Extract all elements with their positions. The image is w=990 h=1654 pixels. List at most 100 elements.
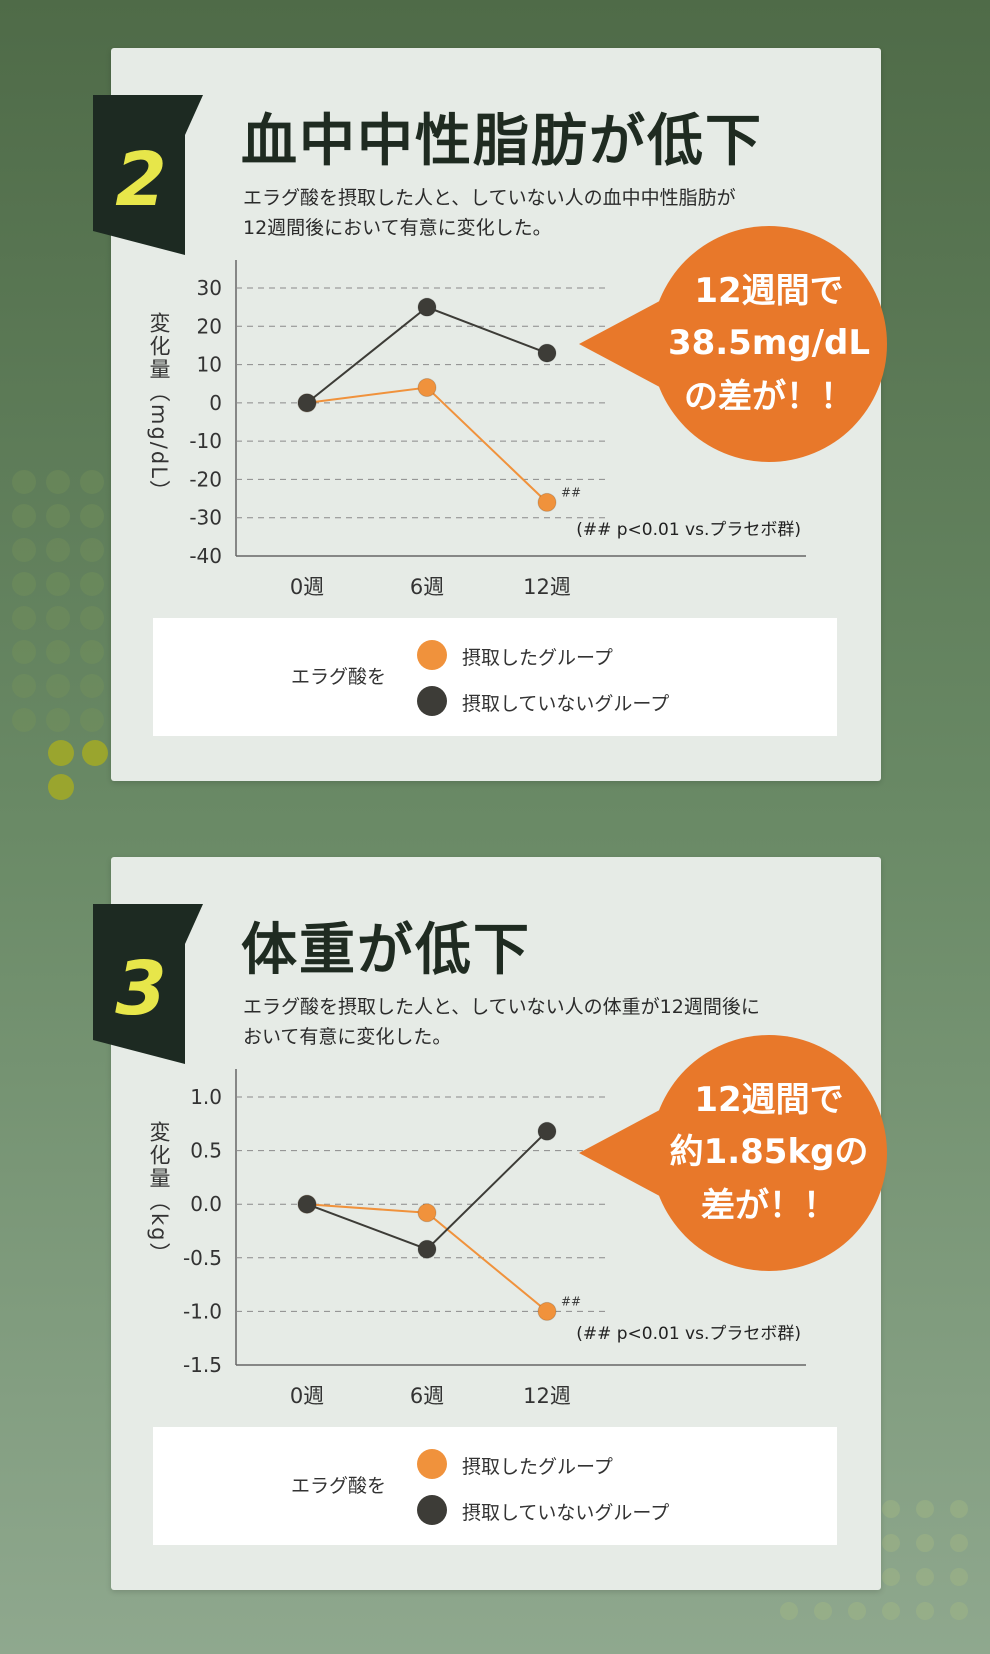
y-tick-label: -10	[189, 429, 222, 453]
description-line-1: エラグ酸を摂取した人と、していない人の血中中性脂肪が	[243, 187, 736, 209]
callout-line-1: 12週間で	[694, 1080, 843, 1120]
decorative-dot	[12, 538, 36, 562]
chart-legend: エラグ酸を 摂取したグループ 摂取していないグループ	[153, 618, 837, 736]
x-tick-label: 6週	[410, 575, 444, 599]
decorative-dot	[882, 1602, 900, 1620]
y-tick-label: -1.5	[183, 1353, 222, 1377]
data-point	[297, 1194, 317, 1214]
decorative-dot	[80, 504, 104, 528]
decorative-dot	[46, 470, 70, 494]
legend-label-taken: 摂取したグループ	[462, 1456, 613, 1478]
decorative-dot	[882, 1534, 900, 1552]
significance-marker: ##	[561, 1294, 581, 1308]
y-tick-label: -20	[189, 467, 222, 491]
series-line	[306, 386, 548, 504]
line-chart: 1.0 0.5 0.0 -0.5 -1.0 -1.5 0週 6週 12週 変化量（kg） ## (##…	[147, 1069, 806, 1408]
decorative-dot	[46, 504, 70, 528]
decorative-dot	[80, 674, 104, 698]
line-chart: 30 20 10 0 -10 -20 -30 -40 0週 6週 12週 変化量（mg/dL） ## (#…	[147, 260, 806, 599]
y-tick-label: -1.0	[183, 1299, 222, 1323]
section-description: エラグ酸を摂取した人と、していない人の体重が12週間後に おいて有意に変化した。	[243, 992, 843, 1052]
y-tick-label: 20	[197, 314, 222, 338]
decorative-dot	[80, 538, 104, 562]
dark-dot-icon	[417, 686, 447, 716]
callout-line-1: 12週間で	[694, 271, 843, 311]
callout-line-3: の差が！！	[684, 377, 854, 417]
triglyceride-card: 2 血中中性脂肪が低下 エラグ酸を摂取した人と、していない人の血中中性脂肪が 1…	[93, 48, 887, 781]
decorative-dot	[80, 572, 104, 596]
decorative-dot	[80, 708, 104, 732]
difference-callout: 12週間で 約1.85kgの 差が！！	[579, 1035, 887, 1271]
section-title: 血中中性脂肪が低下	[241, 109, 763, 174]
x-tick-label: 0週	[290, 1384, 324, 1408]
orange-dot-icon	[417, 1449, 447, 1479]
y-tick-label: -40	[189, 544, 222, 568]
callout-line-2: 約1.85kgの	[670, 1132, 869, 1172]
x-tick-label: 0週	[290, 575, 324, 599]
callout-line-2: 38.5mg/dL	[668, 323, 870, 363]
decorative-dot	[12, 640, 36, 664]
decorative-dot	[916, 1500, 934, 1518]
description-line-2: 12週間後において有意に変化した。	[243, 217, 552, 239]
decorative-dot	[882, 1500, 900, 1518]
section-description: エラグ酸を摂取した人と、していない人の血中中性脂肪が 12週間後において有意に変…	[243, 183, 843, 243]
legend-prefix: エラグ酸を	[291, 666, 387, 688]
data-point	[417, 1239, 437, 1259]
decorative-dot	[780, 1602, 798, 1620]
decorative-dot	[12, 470, 36, 494]
decorative-dot	[46, 606, 70, 630]
y-tick-label: 0.5	[190, 1139, 222, 1163]
decorative-dot	[46, 572, 70, 596]
decorative-dot	[12, 572, 36, 596]
data-point	[537, 1301, 557, 1321]
decorative-dot	[848, 1602, 866, 1620]
significance-note: (## p<0.01 vs.プラセボ群)	[576, 520, 801, 540]
significance-marker: ##	[561, 485, 581, 499]
chart-legend: エラグ酸を 摂取したグループ 摂取していないグループ	[153, 1427, 837, 1545]
y-axis-label: 変化量（kg）	[147, 1121, 171, 1266]
section-number-tag: 3	[93, 904, 203, 1064]
data-point	[417, 297, 437, 317]
data-point	[537, 343, 557, 363]
y-tick-label: 1.0	[190, 1085, 222, 1109]
orange-dot-icon	[417, 640, 447, 670]
decorative-dot	[950, 1534, 968, 1552]
y-tick-label: 0.0	[190, 1192, 222, 1216]
decorative-dot	[814, 1602, 832, 1620]
x-tick-label: 12週	[523, 1384, 571, 1408]
decorative-dot	[46, 538, 70, 562]
x-tick-label: 6週	[410, 1384, 444, 1408]
x-tick-label: 12週	[523, 575, 571, 599]
y-tick-label: -30	[189, 506, 222, 530]
section-number: 2	[115, 137, 167, 223]
decorative-dot	[48, 774, 74, 800]
legend-label-taken: 摂取したグループ	[462, 647, 613, 669]
decorative-dot	[950, 1568, 968, 1586]
data-point	[537, 1121, 557, 1141]
decorative-dot	[12, 674, 36, 698]
data-point	[417, 378, 437, 398]
decorative-dot	[950, 1500, 968, 1518]
series-line	[306, 1130, 548, 1251]
decorative-dot	[12, 708, 36, 732]
section-number-tag: 2	[93, 95, 203, 255]
decorative-dot	[916, 1602, 934, 1620]
y-tick-label: 10	[197, 353, 222, 377]
decorative-dot	[916, 1568, 934, 1586]
decorative-dot	[950, 1602, 968, 1620]
dark-dot-icon	[417, 1495, 447, 1525]
difference-callout: 12週間で 38.5mg/dL の差が！！	[579, 226, 887, 462]
callout-line-3: 差が！！	[701, 1186, 837, 1226]
decorative-dot	[12, 504, 36, 528]
decorative-dot	[82, 740, 108, 766]
decorative-dot	[882, 1568, 900, 1586]
decorative-dot	[12, 606, 36, 630]
data-point	[417, 1203, 437, 1223]
decorative-dot	[80, 470, 104, 494]
y-tick-label: 0	[209, 391, 222, 415]
decorative-dot	[80, 640, 104, 664]
y-tick-label: -0.5	[183, 1246, 222, 1270]
legend-label-not-taken: 摂取していないグループ	[462, 1502, 670, 1524]
description-line-2: おいて有意に変化した。	[243, 1026, 452, 1048]
decorative-dot	[916, 1534, 934, 1552]
